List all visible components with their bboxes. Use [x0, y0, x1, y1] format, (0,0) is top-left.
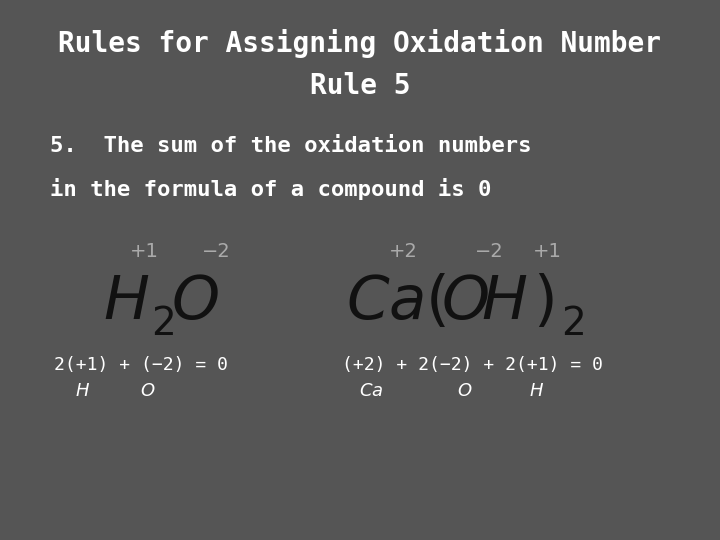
Text: $\mathit{H}$: $\mathit{H}$	[103, 273, 149, 332]
Text: $\mathit{Ca}$: $\mathit{Ca}$	[346, 273, 424, 332]
Text: $\mathit{O}$: $\mathit{O}$	[171, 273, 218, 332]
Text: +1: +1	[533, 241, 562, 261]
Text: $\mathit{2}$: $\mathit{2}$	[561, 305, 584, 343]
Text: $\mathit{H}$: $\mathit{H}$	[481, 273, 527, 332]
Text: $\mathit{H}$: $\mathit{H}$	[529, 382, 544, 401]
Text: Rules for Assigning Oxidation Number: Rules for Assigning Oxidation Number	[58, 29, 662, 58]
Text: $\mathit{Ca}$: $\mathit{Ca}$	[359, 382, 383, 401]
Text: −2: −2	[202, 241, 230, 261]
Text: −2: −2	[475, 241, 504, 261]
Text: 2(+1) + (−2) = 0: 2(+1) + (−2) = 0	[54, 355, 228, 374]
Text: $\mathit{O}$: $\mathit{O}$	[441, 273, 488, 332]
Text: $\mathit{H}$: $\mathit{H}$	[76, 382, 90, 401]
Text: +1: +1	[130, 241, 158, 261]
Text: (+2) + 2(−2) + 2(+1) = 0: (+2) + 2(−2) + 2(+1) = 0	[342, 355, 603, 374]
Text: Rule 5: Rule 5	[310, 72, 410, 100]
Text: in the formula of a compound is 0: in the formula of a compound is 0	[50, 178, 492, 200]
Text: $\mathit{(}$: $\mathit{(}$	[425, 273, 446, 332]
Text: $\mathit{)}$: $\mathit{)}$	[534, 273, 554, 332]
Text: $\mathit{O}$: $\mathit{O}$	[140, 382, 156, 401]
Text: $\mathit{2}$: $\mathit{2}$	[150, 305, 174, 343]
Text: +2: +2	[389, 241, 418, 261]
Text: $\mathit{O}$: $\mathit{O}$	[456, 382, 472, 401]
Text: 5.  The sum of the oxidation numbers: 5. The sum of the oxidation numbers	[50, 136, 532, 156]
